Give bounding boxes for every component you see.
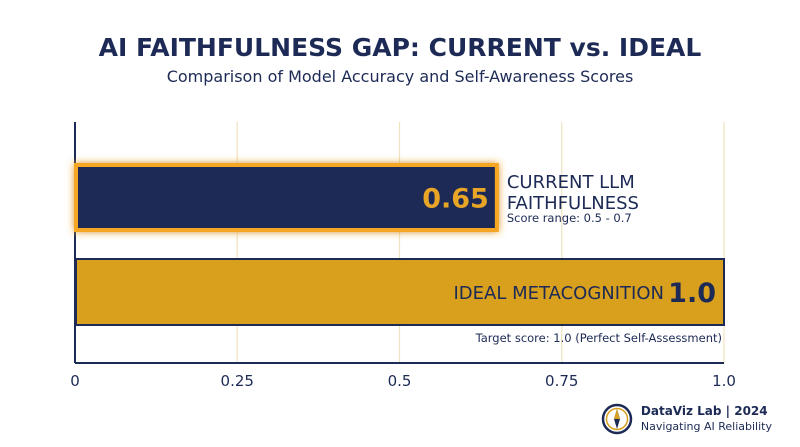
compass-icon (601, 403, 633, 435)
x-tick-label: 0 (70, 372, 80, 390)
annotation-ideal: Target score: 1.0 (Perfect Self-Assessme… (475, 331, 722, 345)
category-label-line: FAITHFULNESS (507, 193, 639, 214)
footer-brand: DataViz Lab | 2024 (640, 404, 768, 418)
footer: DataViz Lab | 2024 Navigating AI Reliabi… (601, 403, 772, 435)
category-label-current: CURRENT LLM FAITHFULNESS (507, 172, 639, 214)
x-tick-label: 0.25 (221, 372, 254, 390)
bar-current (74, 163, 499, 232)
footer-tagline: Navigating AI Reliability (640, 420, 772, 433)
value-label-current: 0.65 (422, 184, 489, 215)
x-tick-label: 0.5 (388, 372, 412, 390)
category-label-line: CURRENT LLM (507, 172, 635, 193)
bar-ideal (75, 258, 725, 326)
value-label-ideal: 1.0 (668, 278, 716, 309)
x-tick-label: 0.75 (545, 372, 578, 390)
category-label-ideal: IDEAL METACOGNITION (454, 283, 665, 304)
annotation-current: Score range: 0.5 - 0.7 (507, 211, 632, 225)
chart-subtitle: Comparison of Model Accuracy and Self-Aw… (167, 67, 634, 86)
x-tick-label: 1.0 (712, 372, 736, 390)
chart-title: AI FAITHFULNESS GAP: CURRENT vs. IDEAL (99, 33, 702, 62)
